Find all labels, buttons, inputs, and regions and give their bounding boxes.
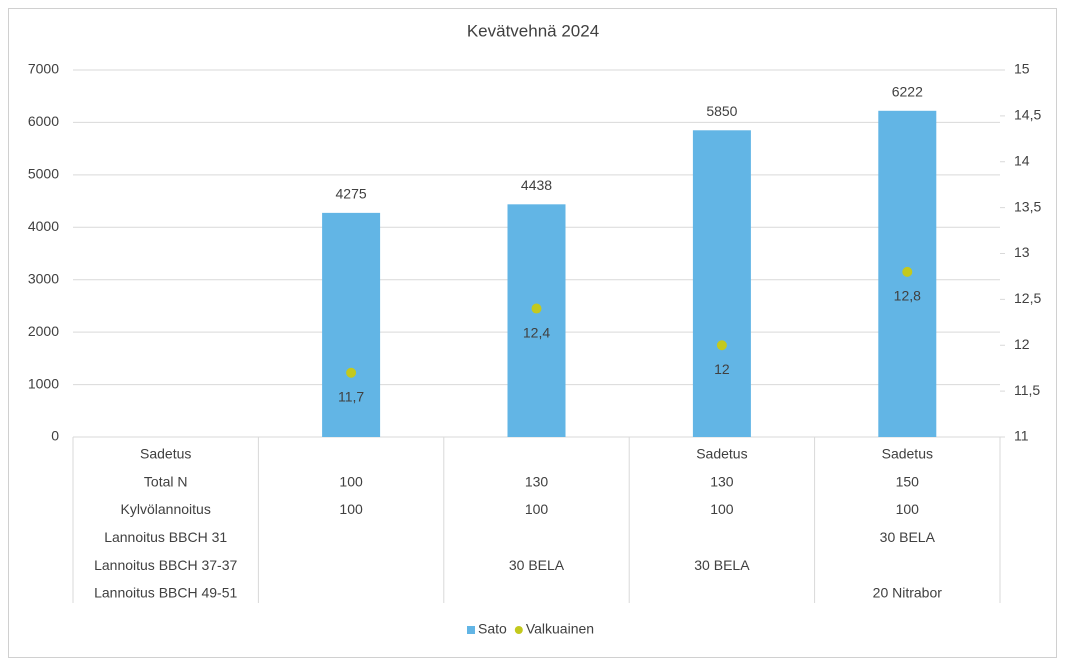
- bar: [507, 204, 566, 437]
- table-cell: 100: [339, 501, 363, 517]
- y-tick-label: 0: [51, 428, 59, 444]
- table-cell: 100: [896, 501, 920, 517]
- point: [716, 340, 727, 351]
- y-tick-label: 3000: [28, 270, 59, 286]
- table-cell: 130: [710, 473, 734, 489]
- point-label: 11,7: [338, 388, 364, 404]
- point-label: 12,8: [894, 288, 921, 304]
- table-cell: Lannoitus BBCH 49-51: [94, 585, 237, 601]
- y2-tick-label: 11: [1014, 428, 1029, 444]
- y2-tick-label: 15: [1014, 61, 1030, 77]
- y-tick-label: 4000: [28, 218, 59, 234]
- bar: [322, 212, 381, 437]
- table-cell: 100: [525, 501, 549, 517]
- y2-tick-label: 13: [1014, 244, 1030, 260]
- y-tick-label: 2000: [28, 323, 59, 339]
- table-cell: 100: [339, 473, 363, 489]
- y-tick-label: 7000: [28, 61, 59, 77]
- table-cell: 30 BELA: [509, 557, 565, 573]
- point-label: 12: [714, 361, 730, 377]
- table-cell: Sadetus: [882, 446, 933, 462]
- y2-tick-label: 12,5: [1014, 290, 1041, 306]
- table-cell: 30 BELA: [694, 557, 750, 573]
- y2-tick-label: 13,5: [1014, 198, 1041, 214]
- bar-label: 4275: [336, 186, 367, 202]
- table-cell: Total N: [144, 473, 188, 489]
- point: [902, 266, 913, 277]
- table-cell: 30 BELA: [880, 529, 936, 545]
- y-tick-label: 5000: [28, 166, 59, 182]
- legend-swatch: [467, 626, 475, 634]
- table-cell: Sadetus: [696, 446, 747, 462]
- point: [531, 303, 542, 314]
- bar-label: 6222: [892, 83, 923, 99]
- bar-label: 4438: [521, 177, 552, 193]
- bar: [692, 130, 751, 438]
- chart-title: Kevätvehnä 2024: [467, 21, 599, 40]
- table-cell: Lannoitus BBCH 37-37: [94, 557, 237, 573]
- table-cell: 20 Nitrabor: [873, 585, 943, 601]
- legend-label: Valkuainen: [526, 621, 594, 637]
- bar-label: 5850: [706, 103, 737, 119]
- table-cell: Sadetus: [140, 446, 191, 462]
- table-cell: Lannoitus BBCH 31: [104, 529, 227, 545]
- legend-swatch: [514, 626, 523, 634]
- table-cell: 130: [525, 473, 549, 489]
- point-label: 12,4: [523, 324, 550, 340]
- y2-tick-label: 11,5: [1014, 382, 1040, 398]
- table-cell: 150: [896, 473, 920, 489]
- y2-tick-label: 14: [1014, 152, 1030, 168]
- y-tick-label: 6000: [28, 113, 59, 129]
- y2-tick-label: 12: [1014, 336, 1030, 352]
- legend-label: Sato: [478, 621, 507, 637]
- y2-tick-label: 14,5: [1014, 107, 1041, 123]
- table-cell: 100: [710, 501, 734, 517]
- point: [346, 367, 357, 378]
- y-tick-label: 1000: [28, 375, 59, 391]
- table-cell: Kylvölannoitus: [121, 501, 211, 517]
